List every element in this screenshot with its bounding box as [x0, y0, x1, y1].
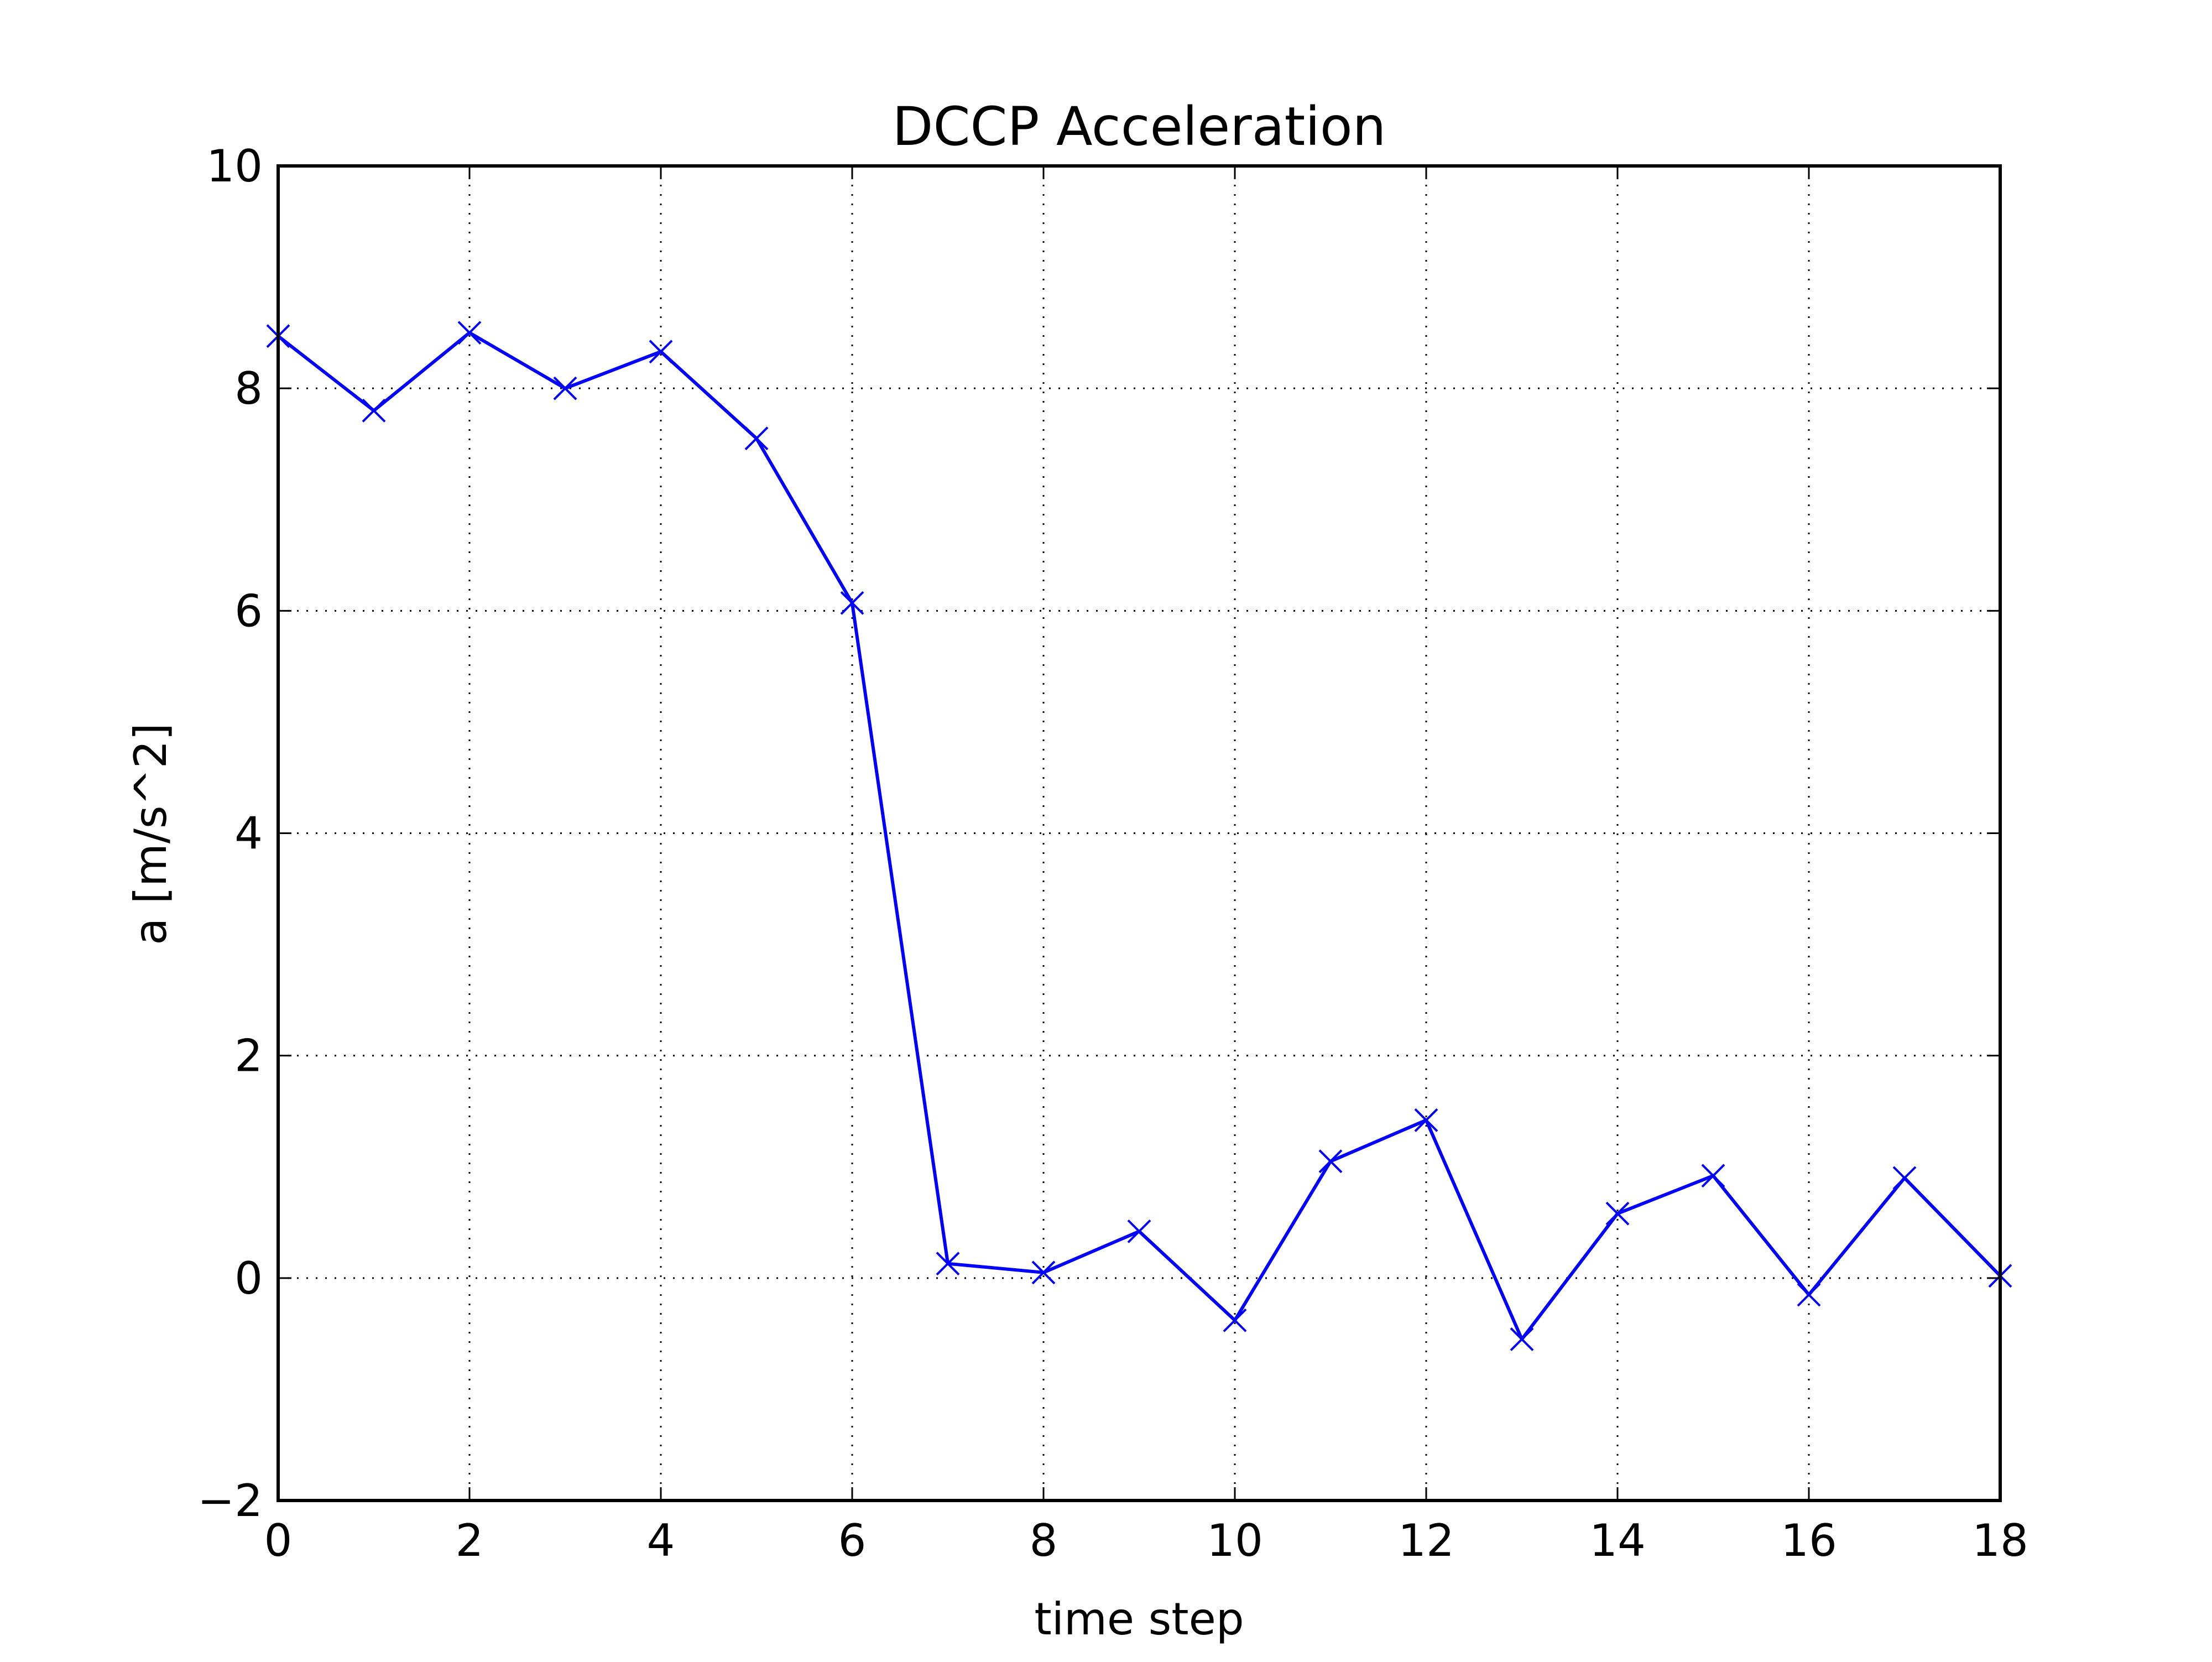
x-tick-label: 0 [264, 1515, 293, 1566]
data-point-marker [744, 426, 769, 451]
marker-stroke [744, 426, 769, 451]
x-tick-label: 10 [1207, 1515, 1263, 1566]
data-point-marker [457, 321, 482, 345]
marker-stroke [1318, 1149, 1343, 1174]
marker-stroke [1414, 1108, 1438, 1132]
marker-stroke [1701, 1164, 1725, 1188]
plot-border [276, 164, 2002, 1502]
x-tick-label: 4 [647, 1515, 675, 1566]
marker-stroke [649, 340, 673, 364]
series-layer [266, 321, 2012, 1351]
x-tick-label: 14 [1589, 1515, 1646, 1566]
data-point-marker [1701, 1164, 1725, 1188]
y-tick-label: 4 [234, 808, 263, 859]
chart-title: DCCP Acceleration [893, 96, 1386, 158]
marker-stroke [1031, 1260, 1056, 1285]
data-point-marker [1414, 1108, 1438, 1132]
x-tick-label: 8 [1030, 1515, 1058, 1566]
x-tick-label: 18 [1972, 1515, 2028, 1566]
x-tick-label: 6 [838, 1515, 867, 1566]
data-point-marker [1223, 1308, 1247, 1332]
data-point-marker [1892, 1166, 1917, 1190]
data-point-marker [840, 591, 864, 615]
data-point-marker [1031, 1260, 1056, 1285]
data-point-marker [553, 376, 577, 400]
data-point-marker [1605, 1201, 1630, 1226]
marker-stroke [1223, 1308, 1247, 1332]
x-axis-label: time step [1034, 1593, 1244, 1645]
marker-stroke [1510, 1327, 1534, 1351]
y-tick-label: 0 [234, 1253, 263, 1304]
y-tick-label: 10 [206, 140, 263, 192]
marker-stroke [362, 398, 386, 423]
y-tick-label: 6 [234, 585, 263, 637]
x-tick-label: 16 [1781, 1515, 1837, 1566]
data-point-marker [1797, 1283, 1821, 1307]
data-point-marker [1318, 1149, 1343, 1174]
marker-stroke [1127, 1219, 1151, 1243]
marker-stroke [1892, 1166, 1917, 1190]
marker-stroke [936, 1252, 960, 1276]
marker-stroke [1605, 1201, 1630, 1226]
y-axis-label: a [m/s^2] [125, 723, 176, 945]
plot-frame [276, 164, 2002, 1502]
y-tick-label: 8 [234, 363, 263, 414]
data-point-marker [1127, 1219, 1151, 1243]
x-tick-label: 2 [456, 1515, 484, 1566]
y-tick-label: −2 [197, 1475, 263, 1526]
marker-stroke [1797, 1283, 1821, 1307]
data-point-marker [936, 1252, 960, 1276]
grid [277, 165, 2001, 1502]
x-tick-label: 12 [1398, 1515, 1454, 1566]
data-point-marker [362, 398, 386, 423]
data-point-marker [1510, 1327, 1534, 1351]
data-point-marker [649, 340, 673, 364]
marker-stroke [840, 591, 864, 615]
series-line [277, 331, 2002, 1341]
marker-stroke [553, 376, 577, 400]
marker-stroke [457, 321, 482, 345]
y-tick-label: 2 [234, 1030, 263, 1082]
